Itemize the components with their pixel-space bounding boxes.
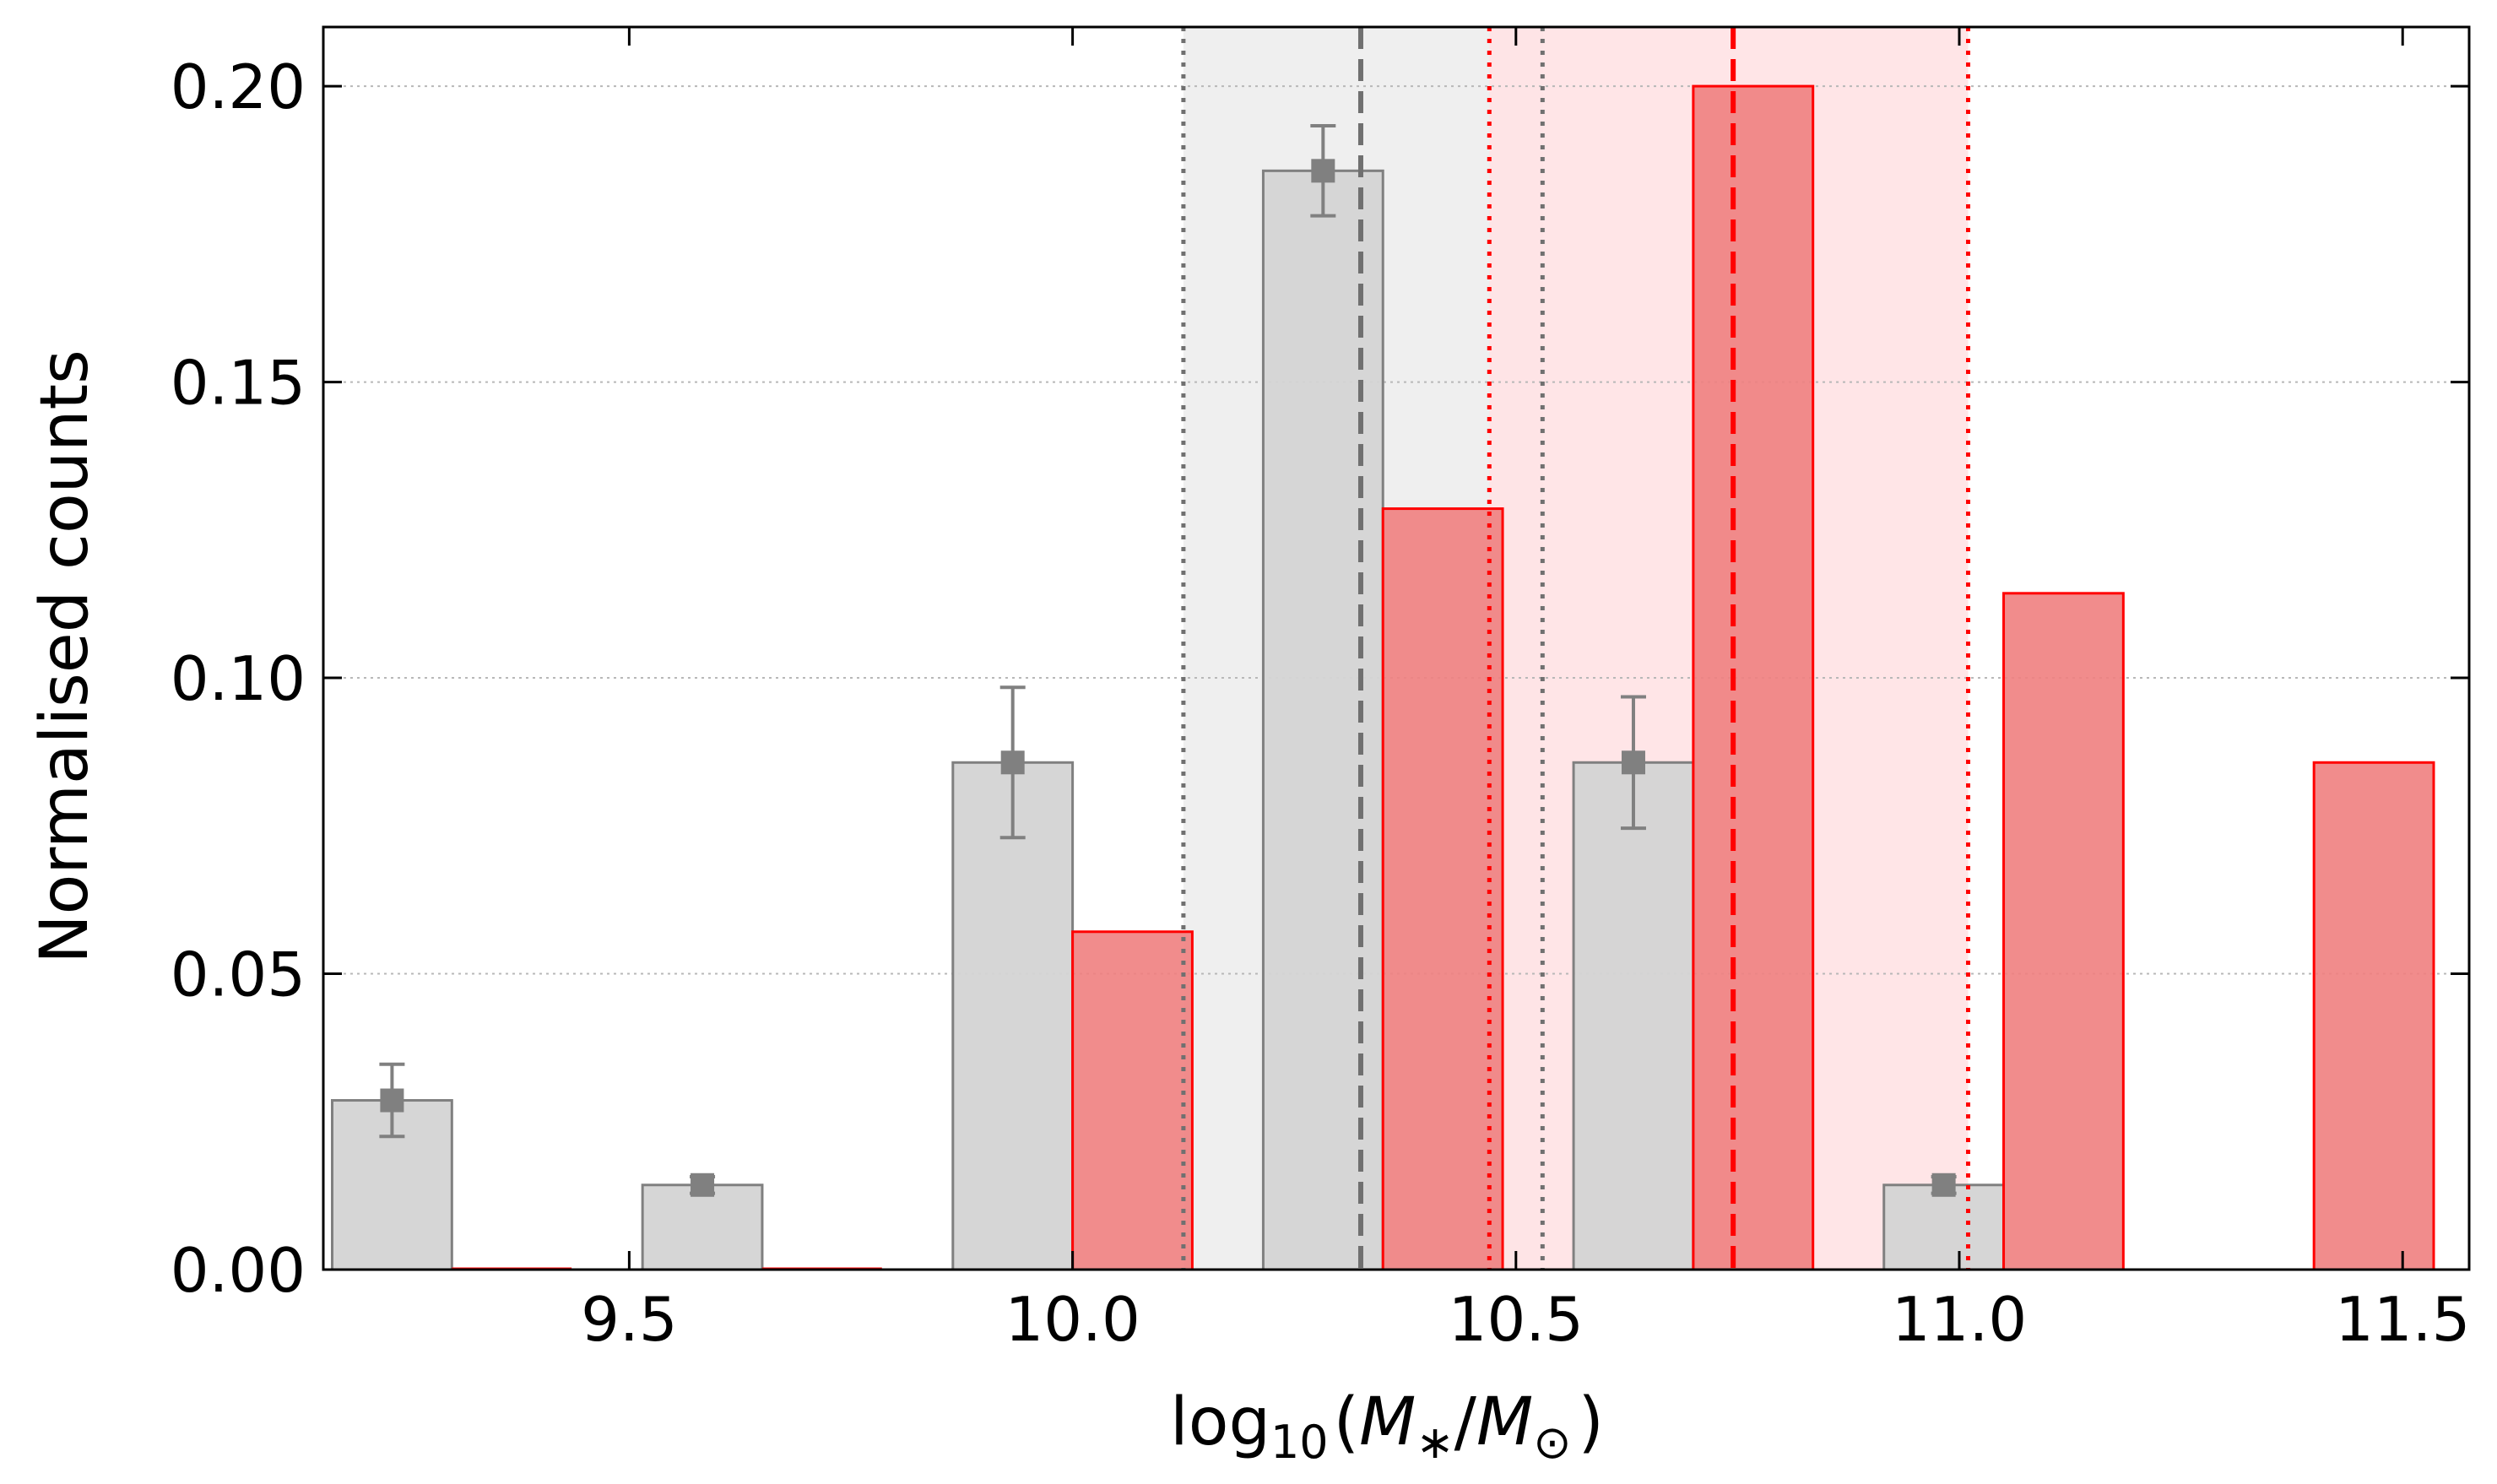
data-marker: [1931, 1173, 1956, 1197]
x-axis-label: log10(M∗/M⊙): [1170, 1384, 1604, 1469]
y-tick-label: 0.20: [171, 51, 306, 122]
red-bar: [1692, 84, 1815, 1271]
red-bar: [1071, 930, 1194, 1271]
data-marker: [380, 1088, 404, 1113]
error-bars: [379, 124, 1957, 1197]
data-marker: [1621, 750, 1645, 775]
red-bar: [2002, 592, 2125, 1271]
reference-lines: [1181, 27, 1971, 1270]
data-marker: [1000, 750, 1025, 775]
data-marker: [691, 1173, 715, 1197]
grey-bar: [641, 1183, 764, 1271]
y-tick-label: 0.00: [171, 1235, 306, 1306]
y-tick-label: 0.10: [171, 643, 306, 714]
x-tick-label: 10.0: [1005, 1284, 1140, 1355]
y-axis-label: Normalised counts: [27, 349, 103, 964]
data-marker: [1311, 159, 1335, 183]
ticks: 9.5 10.0 10.5 11.0 11.5 0.00 0.05 0.10 0.15 0.20: [171, 27, 2470, 1355]
x-tick-label: 11.0: [1892, 1284, 2027, 1355]
x-tick-label: 9.5: [581, 1284, 678, 1355]
red-bar: [2312, 761, 2435, 1271]
bars: [331, 84, 2435, 1271]
grey-bar: [1572, 761, 1695, 1271]
y-tick-label: 0.15: [171, 348, 306, 419]
x-tick-label: 10.5: [1449, 1284, 1584, 1355]
red-bar: [1381, 507, 1504, 1271]
y-tick-label: 0.05: [171, 940, 306, 1010]
grey-bar: [1882, 1183, 2006, 1271]
x-tick-label: 11.5: [2335, 1284, 2470, 1355]
grey-bar: [1261, 169, 1384, 1271]
axes-frame: [322, 25, 2471, 1271]
plot-frame: [322, 25, 2471, 1271]
